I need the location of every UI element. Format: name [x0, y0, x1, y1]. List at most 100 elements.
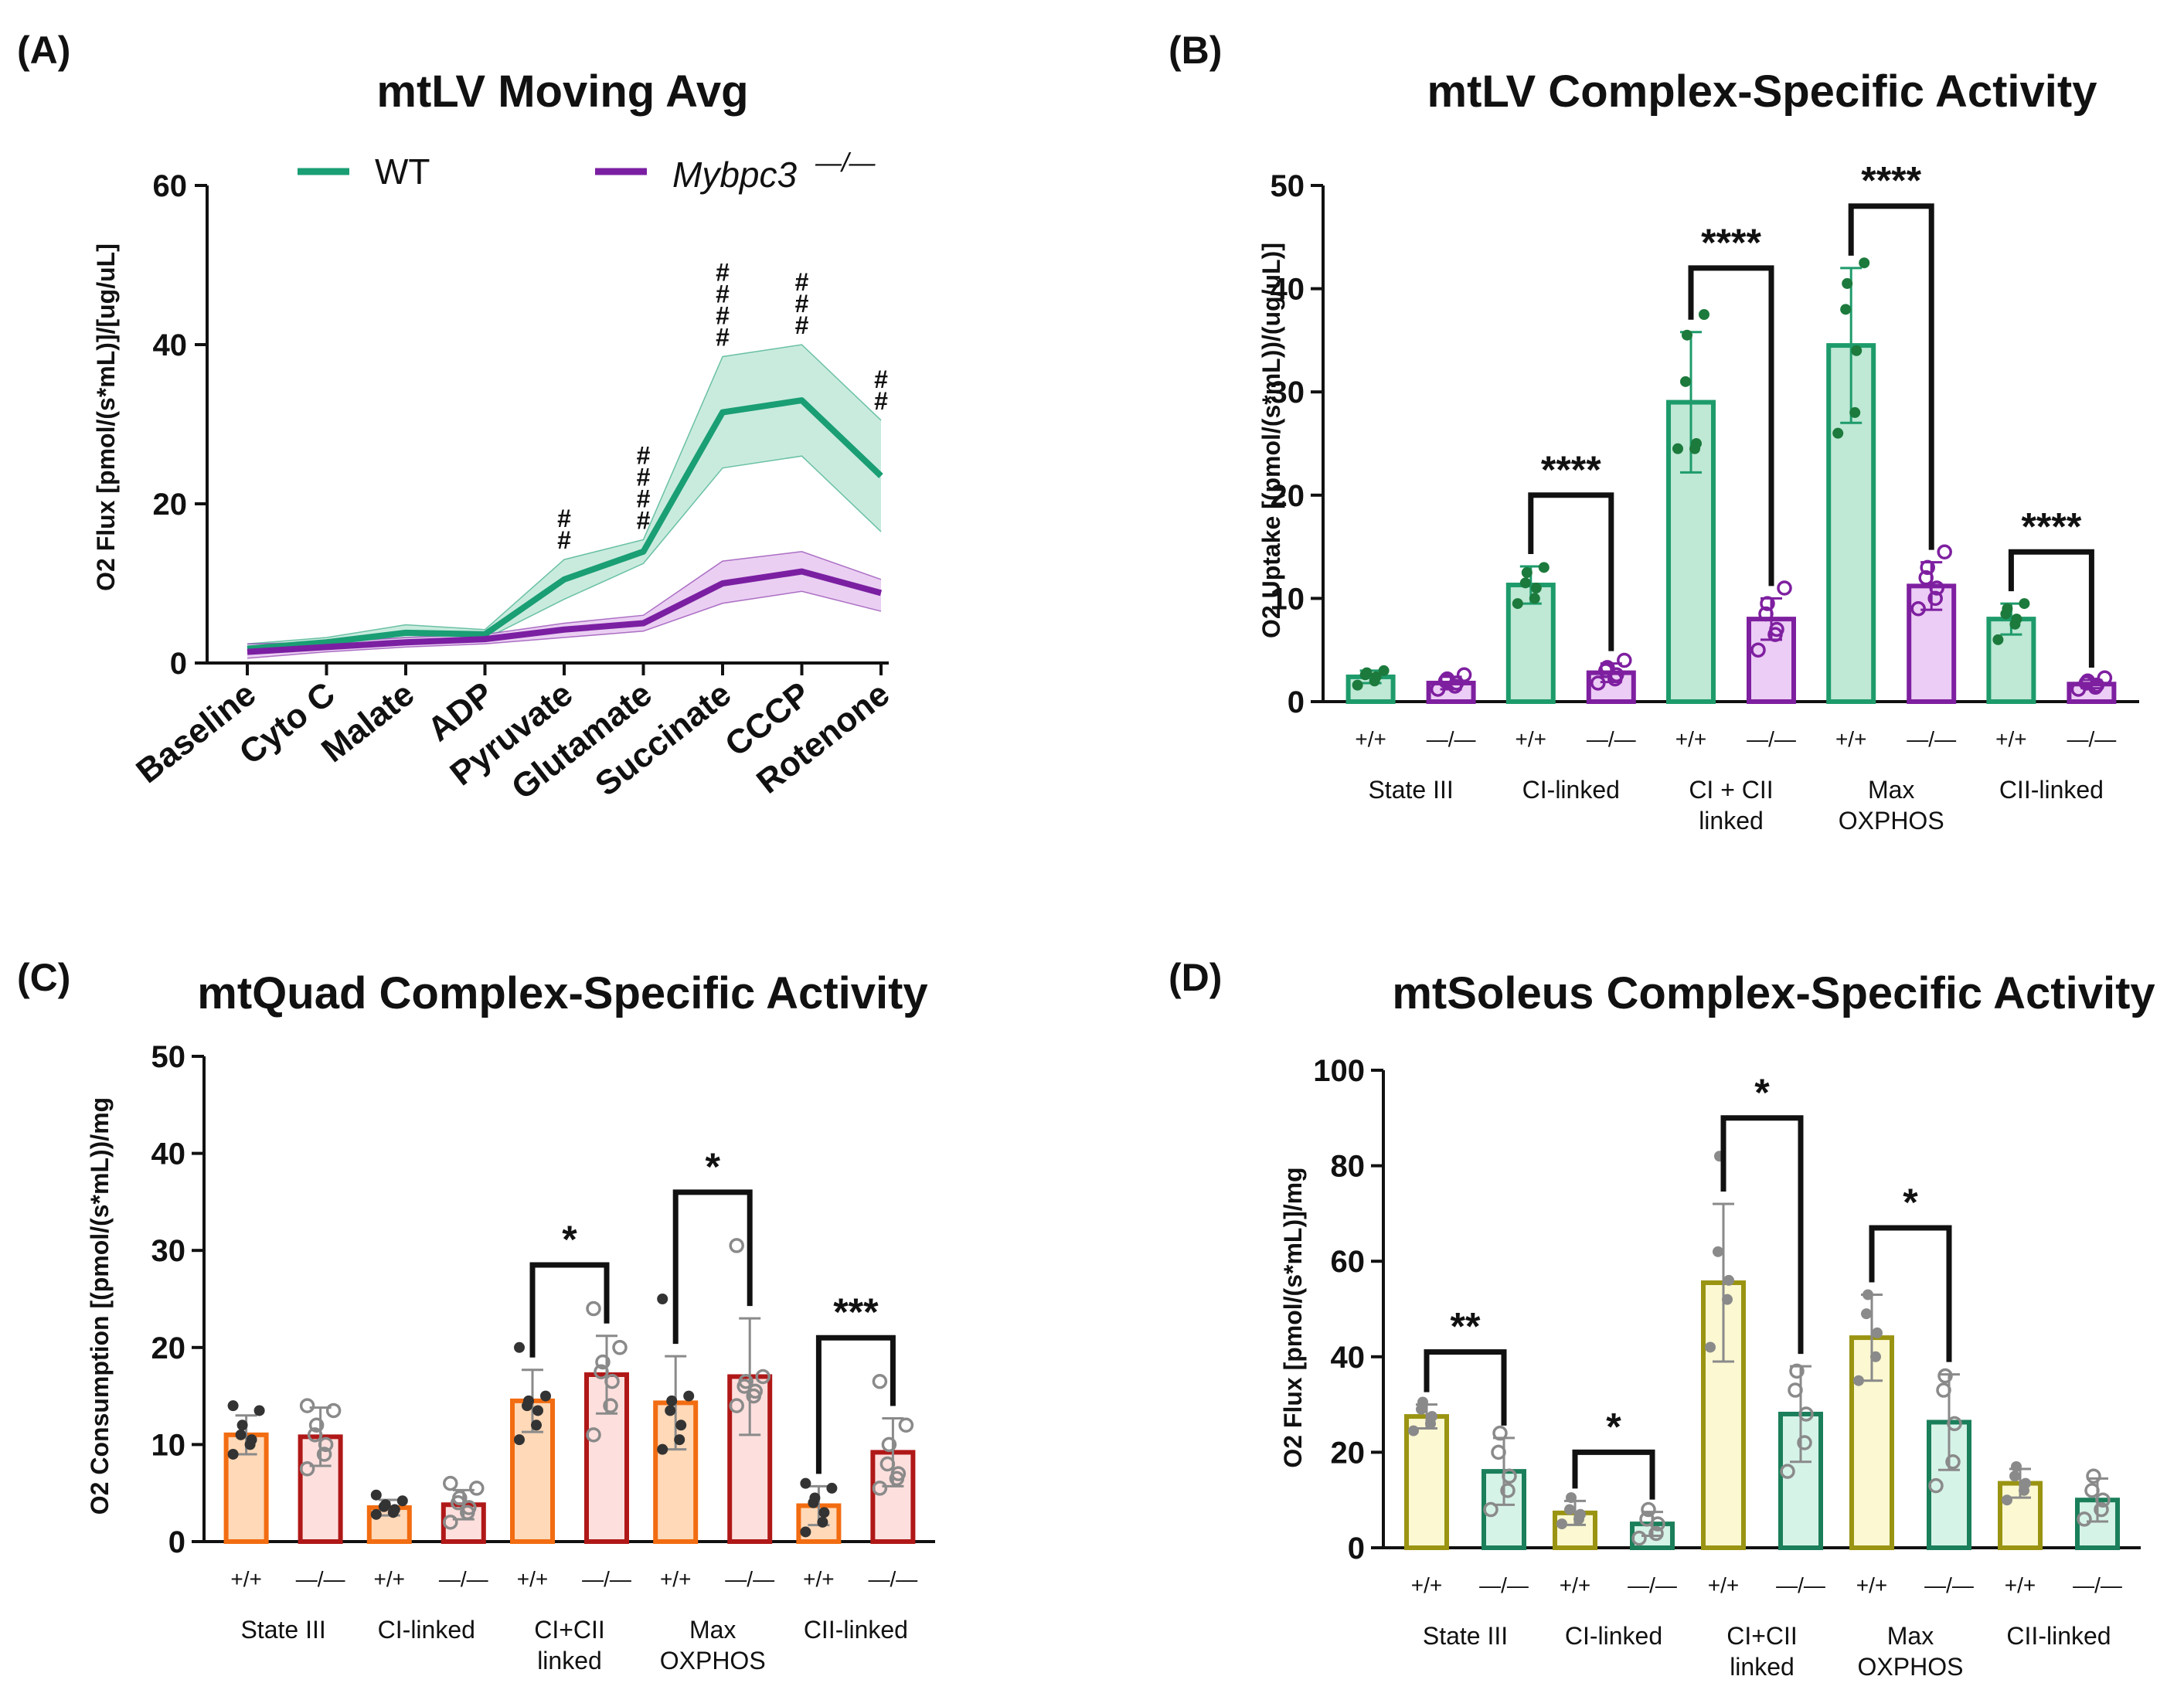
significance-hash: #: [716, 280, 730, 308]
significance-bracket: [672, 1189, 753, 1345]
data-point: [603, 1398, 618, 1413]
panel-c-y-tick-label: 40: [151, 1137, 186, 1171]
data-point: [1430, 682, 1446, 697]
data-point: [1500, 1483, 1516, 1498]
category-label: CI-linked: [1522, 776, 1620, 804]
significance-stars: ****: [2021, 505, 2081, 548]
data-point: [890, 1466, 907, 1481]
data-point: [318, 1436, 334, 1453]
category-label: linked: [1699, 807, 1764, 835]
data-point: [1947, 1416, 1962, 1432]
data-point: [1590, 675, 1606, 691]
legend-ko-label: Mybpc3: [672, 155, 797, 195]
panel-b-y-tick-label: 0: [1288, 685, 1305, 719]
data-point: [370, 1489, 382, 1501]
data-point: [1680, 376, 1691, 387]
genotype-label: +/+: [1856, 1573, 1887, 1597]
data-point: [1491, 1444, 1506, 1460]
panel-d-ylabel: O2 Flux [pmol/(s*mL)]/mg: [1279, 1167, 1307, 1467]
panel-d-y-tick-label: 100: [1313, 1054, 1365, 1088]
significance-bracket: [1572, 1449, 1655, 1500]
data-point: [1840, 304, 1852, 315]
data-point: [1639, 1511, 1655, 1527]
data-point: [1361, 667, 1373, 678]
panel-b-plot: 0 10 20 30 40 50 +/+ +/+ +/+ +/+ +/+ —/— —/— —/— —/— —/…: [1271, 159, 2139, 835]
significance-hash: #: [795, 268, 809, 296]
data-point: [2095, 1492, 2111, 1508]
genotype-label: —/—: [869, 1567, 918, 1591]
data-point: [872, 1374, 888, 1389]
genotype-label: —/—: [582, 1567, 631, 1591]
data-point: [1641, 1501, 1656, 1518]
data-point: [1483, 1501, 1499, 1518]
data-point: [881, 1436, 897, 1453]
data-point: [817, 1516, 828, 1528]
data-point: [1617, 652, 1632, 668]
data-point: [2002, 603, 2013, 614]
data-point: [666, 1395, 678, 1406]
data-point: [729, 1398, 744, 1413]
data-point: [729, 1238, 744, 1253]
panel-c-plot: 0 10 20 30 40 50 +/+ +/+ +/+ +/+ +/+ —/— —/— —/— —/— —/…: [151, 1040, 935, 1674]
genotype-label: —/—: [2073, 1573, 2122, 1597]
data-point: [1832, 427, 1844, 439]
panel-d-y-tick-label: 60: [1331, 1245, 1366, 1279]
data-point: [800, 1477, 811, 1489]
data-point: [540, 1390, 551, 1402]
significance-stars: ***: [833, 1290, 879, 1334]
panel-c: (C) mtQuad Complex-Specific Activity O2 …: [17, 956, 935, 1674]
panel-a-y-tick-label: 40: [153, 328, 188, 362]
significance-stars: *: [562, 1218, 577, 1261]
genotype-label: —/—: [2067, 727, 2117, 751]
data-point: [1870, 1351, 1881, 1362]
data-point: [2009, 1470, 2020, 1482]
data-point: [1945, 1454, 1961, 1470]
data-point: [612, 1340, 628, 1355]
data-point: [595, 1354, 611, 1370]
data-point: [1631, 1530, 1647, 1546]
genotype-label: —/—: [296, 1567, 345, 1591]
data-point: [1723, 1274, 1734, 1286]
data-point: [1519, 577, 1531, 589]
data-point: [325, 1402, 342, 1419]
data-point: [514, 1434, 525, 1446]
data-point: [1780, 1464, 1795, 1479]
panel-c-y-tick-label: 50: [151, 1040, 186, 1074]
significance-hash: #: [716, 301, 730, 329]
data-point: [1849, 406, 1861, 418]
genotype-label: +/+: [803, 1567, 834, 1591]
data-point: [2080, 673, 2096, 689]
data-point: [1920, 559, 1935, 576]
panel-d-label: (D): [1169, 956, 1222, 999]
significance-hash: #: [557, 526, 571, 554]
category-label: OXPHOS: [660, 1647, 766, 1674]
data-point: [1927, 590, 1943, 607]
panel-c-title: mtQuad Complex-Specific Activity: [197, 968, 927, 1018]
significance-bracket: [529, 1262, 610, 1358]
data-point: [308, 1417, 325, 1433]
genotype-label: —/—: [1776, 1573, 1825, 1597]
genotype-label: +/+: [1675, 727, 1706, 751]
category-label: CI+CII: [1726, 1622, 1798, 1650]
data-point: [1859, 257, 1870, 269]
ko-mean-line: [247, 568, 883, 655]
data-point: [1936, 1382, 1951, 1398]
data-point: [1861, 1308, 1872, 1320]
data-point: [1758, 606, 1774, 622]
wt-ci-band: [247, 345, 881, 654]
data-point: [299, 1461, 315, 1477]
data-point: [1705, 1341, 1716, 1353]
data-point: [1512, 598, 1523, 610]
genotype-label: +/+: [2005, 1573, 2036, 1597]
data-point: [1937, 1368, 1953, 1384]
data-point: [879, 1456, 896, 1472]
category-label: State III: [1368, 776, 1453, 804]
category-label: Max: [689, 1616, 736, 1644]
significance-bracket: [815, 1334, 896, 1474]
panel-b-y-tick-label: 40: [1271, 273, 1305, 307]
data-point: [738, 1374, 754, 1389]
data-point: [2097, 670, 2113, 686]
data-point: [1910, 601, 1926, 617]
significance-bracket: [1688, 265, 1774, 586]
data-point: [523, 1395, 534, 1406]
